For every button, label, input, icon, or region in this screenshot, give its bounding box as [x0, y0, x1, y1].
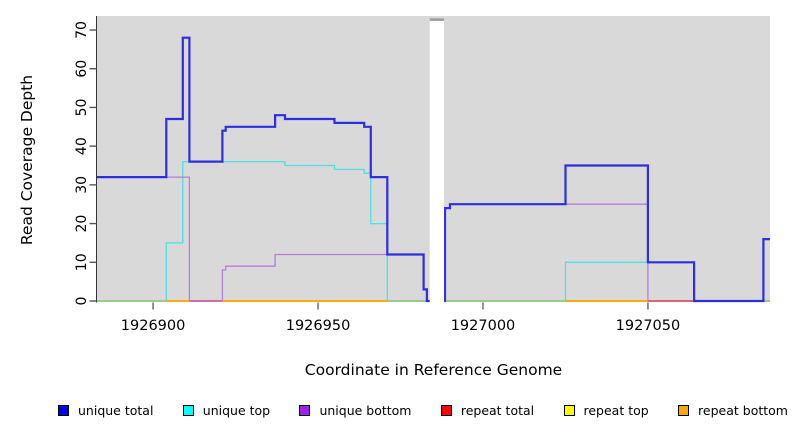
- x-axis-title: Coordinate in Reference Genome: [304, 361, 563, 379]
- legend-item-repeat-top: repeat top: [563, 402, 649, 418]
- legend-item-unique-total: unique total: [58, 403, 153, 418]
- x-tick-label: 1927000: [451, 318, 516, 334]
- y-tick-label: 60: [74, 60, 90, 78]
- legend-item-unique-top: unique top: [182, 402, 271, 418]
- legend-item-repeat-bottom: repeat bottom: [678, 403, 788, 418]
- legend-swatch-unique-top: [182, 404, 194, 416]
- legend: unique total unique top unique bottom repea…: [58, 401, 788, 419]
- legend-label-repeat-total: repeat total: [460, 402, 535, 418]
- legend-item-unique-bottom: unique bottom: [299, 402, 412, 418]
- legend-swatch-unique-total: [58, 404, 69, 416]
- x-tick-label: 1926900: [121, 318, 186, 334]
- y-tick-label: 40: [74, 137, 90, 155]
- y-tick-label: 20: [74, 215, 90, 233]
- legend-label-unique-bottom: unique bottom: [319, 402, 412, 418]
- legend-swatch-repeat-bottom: [678, 404, 690, 416]
- y-tick-label: 70: [74, 21, 90, 39]
- legend-label-unique-total: unique total: [78, 402, 154, 418]
- legend-swatch-repeat-top: [563, 404, 575, 416]
- series-line-unique-top: [97, 160, 770, 302]
- no-data-gap: [429, 21, 445, 303]
- y-tick-label: 0: [74, 297, 90, 306]
- y-tick-label: 50: [74, 99, 90, 117]
- y-tick-label: 10: [74, 253, 90, 271]
- x-tick-label: 1927050: [616, 318, 681, 334]
- legend-label-unique-top: unique top: [202, 402, 271, 418]
- legend-swatch-repeat-total: [440, 404, 452, 416]
- legend-item-repeat-total: repeat total: [440, 402, 535, 418]
- series-line-unique-total: [97, 36, 770, 303]
- x-tick-label: 1926950: [286, 318, 351, 334]
- legend-label-repeat-top: repeat top: [583, 402, 649, 418]
- gap-top-cap: [429, 18, 445, 21]
- legend-swatch-unique-bottom: [299, 404, 311, 416]
- legend-label-repeat-bottom: repeat bottom: [698, 402, 788, 418]
- y-axis-title: Read Coverage Depth: [18, 74, 36, 246]
- y-tick-label: 30: [74, 176, 90, 194]
